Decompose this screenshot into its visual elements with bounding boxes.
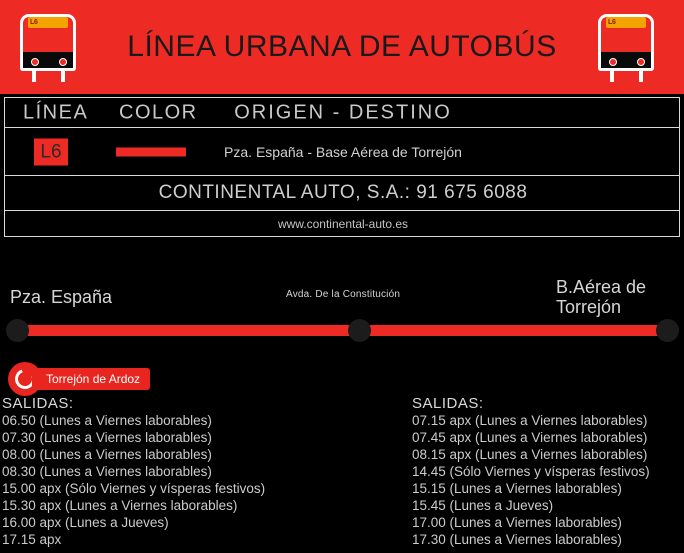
bus-headlight-left	[609, 58, 617, 66]
departure-time-item: 08.15 apx (Lunes a Viernes laborables)	[412, 447, 648, 462]
departures-heading-left: SALIDAS:	[2, 395, 74, 412]
departure-time-item: 08.30 (Lunes a Viernes laborables)	[2, 464, 212, 479]
bus-stand-right	[61, 71, 65, 82]
route-line-bar	[12, 325, 672, 336]
departures-column-left: SALIDAS: 06.50 (Lunes a Viernes laborabl…	[2, 396, 406, 548]
header-banner: L6 LÍNEA URBANA DE AUTOBÚS L6	[0, 0, 684, 94]
departure-time-item: 17.00 (Lunes a Viernes laborables)	[412, 515, 622, 530]
bus-headlight-left	[31, 58, 39, 66]
departure-time-item: 17.30 (Lunes a Viernes laborables)	[412, 532, 622, 547]
departure-time-item: 15.15 (Lunes a Viernes laborables)	[412, 481, 622, 496]
bus-headlight-right	[59, 58, 67, 66]
page-title: LÍNEA URBANA DE AUTOBÚS	[127, 30, 557, 63]
departure-time-item: 15.45 (Lunes a Jueves)	[412, 498, 554, 513]
bus-bumper	[20, 52, 76, 71]
bus-destination-display: L6	[28, 17, 68, 28]
bus-destination-code: L6	[608, 19, 616, 26]
departure-time-item: 07.15 apx (Lunes a Viernes laborables)	[412, 413, 648, 428]
route-stop-marker-2[interactable]	[348, 319, 371, 342]
route-origin-destination: Pza. España - Base Aérea de Torrejón	[224, 143, 462, 160]
line-info-table: LÍNEA COLOR ORIGEN - DESTINO L6 Pza. Esp…	[4, 97, 680, 237]
website-row: www.continental-auto.es	[5, 211, 679, 236]
operator-website[interactable]: www.continental-auto.es	[277, 216, 409, 231]
route-stop-marker-1[interactable]	[6, 319, 29, 342]
bus-destination-display: L6	[606, 17, 646, 28]
color-swatch	[116, 147, 186, 156]
departure-time-item: 15.00 apx (Sólo Viernes y vísperas festi…	[2, 481, 266, 496]
table-header-row: LÍNEA COLOR ORIGEN - DESTINO	[5, 98, 679, 128]
route-stop-label-2: Avda. De la Constitución	[286, 289, 401, 300]
departure-time-item: 07.45 apx (Lunes a Viernes laborables)	[412, 430, 648, 445]
bus-front-icon-left: L6	[16, 14, 80, 82]
departure-time-item: 06.50 (Lunes a Viernes laborables)	[2, 413, 212, 428]
departure-time-item: 08.00 (Lunes a Viernes laborables)	[2, 447, 212, 462]
departure-time-item: 17.15 apx	[2, 532, 62, 547]
departure-time-item: 16.00 apx (Lunes a Jueves)	[2, 515, 169, 530]
town-name-label: Torrejón de Ardoz	[32, 368, 151, 390]
table-row: L6 Pza. España - Base Aérea de Torrejón	[5, 128, 679, 176]
column-header-color: COLOR	[119, 101, 198, 123]
route-stop-marker-3[interactable]	[656, 319, 679, 342]
departures-column-right: SALIDAS: 07.15 apx (Lunes a Viernes labo…	[412, 396, 684, 548]
bus-stand-left	[32, 71, 36, 82]
operator-row: CONTINENTAL AUTO, S.A.: 91 675 6088	[5, 176, 679, 211]
bus-front-icon-right: L6	[594, 14, 658, 82]
route-stop-label-3: B.Aérea de Torrejón	[556, 277, 647, 317]
operator-name-and-phone: CONTINENTAL AUTO, S.A.: 91 675 6088	[158, 182, 528, 203]
departure-time-item: 15.30 apx (Lunes a Viernes laborables)	[2, 498, 238, 513]
bus-destination-code: L6	[30, 19, 38, 26]
bus-bumper	[598, 52, 654, 71]
bus-headlight-right	[637, 58, 645, 66]
bus-stand-left	[610, 71, 614, 82]
column-header-linea: LÍNEA	[23, 101, 89, 123]
departures-heading-right: SALIDAS:	[412, 395, 484, 412]
line-badge: L6	[34, 138, 68, 165]
departure-time-item: 14.45 (Sólo Viernes y vísperas festivos)	[412, 464, 650, 479]
column-header-origen-destino: ORIGEN - DESTINO	[234, 101, 452, 123]
bus-stand-right	[639, 71, 643, 82]
departure-time-item: 07.30 (Lunes a Viernes laborables)	[2, 430, 212, 445]
route-stop-label-1: Pza. España	[10, 287, 113, 307]
